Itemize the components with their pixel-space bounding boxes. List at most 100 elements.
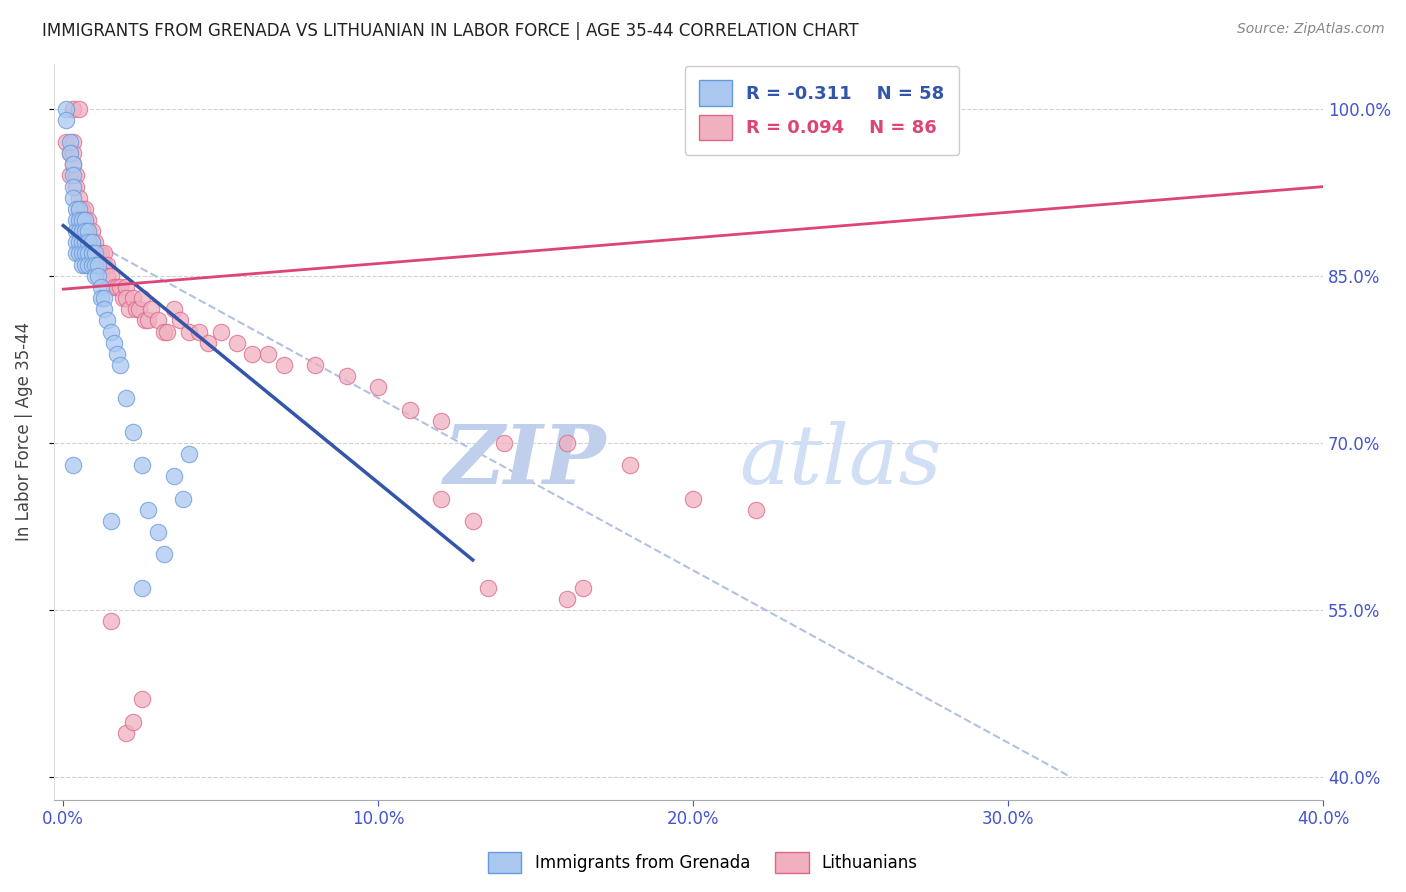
Point (62, 458, 84, 473)
Point (103, 335, 125, 350)
Point (555, 436, 578, 450)
Point (80, 224, 103, 238)
Point (128, 302, 150, 317)
Point (121, 291, 143, 305)
Point (131, 581, 153, 595)
Point (105, 280, 128, 294)
Point (67, 202, 90, 216)
Point (65, 169, 87, 183)
Point (153, 547, 176, 561)
Point (115, 280, 138, 294)
Point (83, 246, 105, 260)
Point (257, 347, 280, 361)
Point (572, 581, 595, 595)
Point (58, 146, 80, 161)
Point (62, 102, 84, 116)
Point (87, 258, 110, 272)
Point (70, 235, 93, 250)
Point (398, 402, 420, 417)
Point (125, 302, 148, 317)
Point (65, 213, 87, 227)
Point (87, 258, 110, 272)
Point (461, 514, 484, 528)
Point (162, 469, 184, 483)
Point (70, 213, 93, 227)
Point (62, 169, 84, 183)
Point (103, 280, 125, 294)
Point (65, 202, 87, 216)
Point (77, 258, 100, 272)
Point (70, 258, 93, 272)
Point (134, 313, 156, 327)
Point (179, 447, 201, 461)
Point (197, 335, 219, 350)
Point (141, 302, 163, 317)
Point (477, 581, 499, 595)
Y-axis label: In Labor Force | Age 35-44: In Labor Force | Age 35-44 (15, 322, 32, 541)
Point (70, 202, 93, 216)
Point (90, 258, 112, 272)
Point (65, 179, 87, 194)
Point (75, 213, 97, 227)
Point (162, 302, 184, 317)
Text: atlas: atlas (740, 421, 942, 501)
Point (90, 280, 112, 294)
Point (108, 280, 131, 294)
Point (240, 347, 263, 361)
Point (100, 614, 122, 628)
Point (80, 258, 103, 272)
Point (83, 258, 105, 272)
Point (75, 235, 97, 250)
Point (304, 358, 326, 372)
Point (55, 102, 77, 116)
Point (96, 313, 118, 327)
Point (67, 202, 90, 216)
Point (115, 725, 138, 739)
Point (67, 102, 90, 116)
Point (55, 135, 77, 149)
Point (131, 692, 153, 706)
Point (146, 525, 169, 540)
Point (100, 325, 122, 339)
Point (745, 503, 768, 517)
Point (58, 146, 80, 161)
Point (115, 291, 138, 305)
Point (83, 268, 105, 283)
Point (121, 425, 143, 439)
Point (131, 291, 153, 305)
Point (555, 591, 578, 606)
Point (67, 235, 90, 250)
Point (62, 146, 84, 161)
Text: ZIP: ZIP (443, 421, 606, 501)
Point (172, 491, 194, 506)
Point (77, 235, 100, 250)
Point (93, 258, 115, 272)
Point (136, 313, 159, 327)
Point (75, 213, 97, 227)
Point (77, 235, 100, 250)
Point (75, 246, 97, 260)
Point (136, 503, 159, 517)
Point (65, 224, 87, 238)
Point (87, 246, 110, 260)
Text: IMMIGRANTS FROM GRENADA VS LITHUANIAN IN LABOR FORCE | AGE 35-44 CORRELATION CHA: IMMIGRANTS FROM GRENADA VS LITHUANIAN IN… (42, 22, 859, 40)
Point (169, 313, 191, 327)
Point (58, 135, 80, 149)
Point (87, 268, 110, 283)
Text: Source: ZipAtlas.com: Source: ZipAtlas.com (1237, 22, 1385, 37)
Point (494, 436, 516, 450)
Point (62, 157, 84, 171)
Point (90, 246, 112, 260)
Point (83, 246, 105, 260)
Point (65, 246, 87, 260)
Point (58, 169, 80, 183)
Point (96, 258, 118, 272)
Point (187, 325, 209, 339)
Point (80, 235, 103, 250)
Point (80, 246, 103, 260)
Point (83, 235, 105, 250)
Point (105, 347, 128, 361)
Point (77, 224, 100, 238)
Point (75, 258, 97, 272)
Point (65, 235, 87, 250)
